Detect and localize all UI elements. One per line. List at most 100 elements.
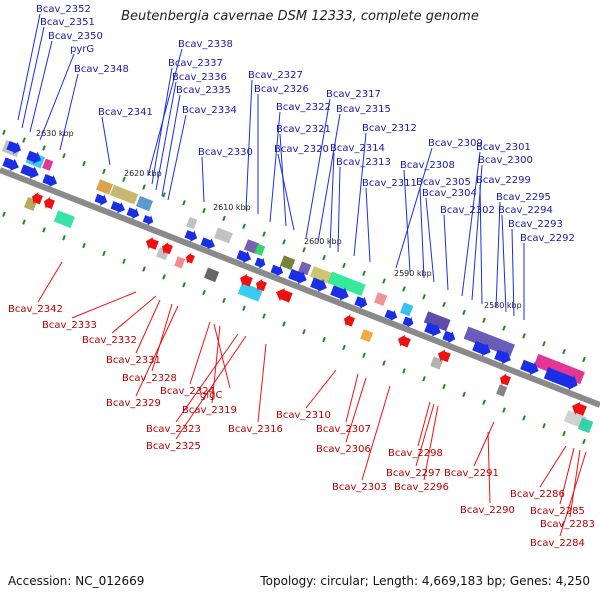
forward-gene-arrow[interactable] — [423, 320, 443, 339]
forward-gene-arrow[interactable] — [543, 365, 580, 392]
reverse-gene-arrow[interactable] — [42, 195, 56, 211]
forward-gene-arrow[interactable] — [20, 163, 42, 182]
forward-gene-label[interactable]: Bcav_2352 — [36, 4, 91, 15]
forward-gene-arrow[interactable] — [442, 329, 458, 345]
forward-gene-arrow[interactable] — [329, 284, 351, 304]
reverse-gene-label[interactable]: Bcav_2323 — [146, 424, 201, 435]
forward-gene-label[interactable]: Bcav_2295 — [496, 192, 551, 203]
reverse-gene-label[interactable]: Bcav_2332 — [82, 335, 137, 346]
reverse-gene-label[interactable]: Bcav_2329 — [106, 398, 161, 409]
reverse-gene-label[interactable]: Bcav_2284 — [530, 538, 585, 549]
reverse-gene-leader — [361, 385, 391, 481]
forward-gene-label[interactable]: Bcav_2304 — [422, 188, 477, 199]
forward-gene-label[interactable]: Bcav_2308 — [400, 160, 455, 171]
reverse-gene-label[interactable]: Bcav_2324 — [160, 386, 215, 397]
forward-gene-label[interactable]: Bcav_2350 — [48, 31, 103, 42]
reverse-gene-label[interactable]: Bcav_2307 — [316, 424, 371, 435]
forward-gene-label[interactable]: pyrG — [70, 44, 94, 55]
forward-gene-label[interactable]: Bcav_2334 — [182, 105, 237, 116]
forward-gene-label[interactable]: Bcav_2300 — [478, 155, 533, 166]
forward-gene-label[interactable]: Bcav_2292 — [520, 233, 575, 244]
reverse-gene-label[interactable]: Bcav_2333 — [42, 320, 97, 331]
reverse-gene-label[interactable]: Bcav_2303 — [332, 482, 387, 493]
forward-gene-arrow[interactable] — [2, 156, 22, 174]
forward-gene-arrow[interactable] — [270, 263, 286, 279]
forward-gene-arrow[interactable] — [26, 149, 44, 166]
forward-gene-arrow[interactable] — [6, 139, 24, 156]
reverse-gene-label[interactable]: Bcav_2328 — [122, 373, 177, 384]
reverse-gene-arrow[interactable] — [342, 313, 356, 329]
reverse-gene-arrow[interactable] — [238, 272, 254, 288]
reverse-gene-arrow[interactable] — [30, 190, 44, 206]
reverse-gene-arrow[interactable] — [569, 400, 587, 418]
reverse-gene-label[interactable]: Bcav_2285 — [530, 506, 585, 517]
forward-gene-label[interactable]: Bcav_2305 — [416, 177, 471, 188]
forward-gene-arrow[interactable] — [142, 213, 155, 227]
reverse-gene-label[interactable]: Bcav_2342 — [8, 304, 63, 315]
reverse-gene-label[interactable]: Bcav_2310 — [276, 410, 331, 421]
forward-gene-label[interactable]: Bcav_2335 — [176, 85, 231, 96]
forward-gene-arrow[interactable] — [94, 192, 110, 208]
forward-gene-label[interactable]: Bcav_2313 — [336, 157, 391, 168]
reverse-gene-arrow[interactable] — [498, 372, 512, 388]
forward-gene-label[interactable]: Bcav_2338 — [178, 39, 233, 50]
reverse-gene-label[interactable]: Bcav_2325 — [146, 441, 201, 452]
forward-gene-label[interactable]: Bcav_2302 — [440, 205, 495, 216]
forward-gene-label[interactable]: Bcav_2330 — [198, 147, 253, 158]
reverse-gene-label[interactable]: Bcav_2291 — [444, 468, 499, 479]
forward-gene-arrow[interactable] — [200, 236, 217, 252]
forward-gene-label[interactable]: Bcav_2337 — [168, 58, 223, 69]
forward-gene-arrow[interactable] — [402, 315, 416, 330]
forward-gene-arrow[interactable] — [126, 206, 142, 222]
reverse-gene-arrow[interactable] — [436, 347, 452, 363]
forward-gene-label[interactable]: Bcav_2301 — [476, 142, 531, 153]
forward-gene-label[interactable]: Bcav_2314 — [330, 143, 385, 154]
forward-gene-label[interactable]: Bcav_2299 — [476, 175, 531, 186]
forward-gene-arrow[interactable] — [493, 348, 513, 367]
forward-gene-label[interactable]: Bcav_2336 — [172, 72, 227, 83]
reverse-gene-label[interactable]: Bcav_2316 — [228, 424, 283, 435]
forward-gene-label[interactable]: Bcav_2320 — [274, 144, 329, 155]
forward-gene-label[interactable]: Bcav_2315 — [336, 104, 391, 115]
forward-gene-label[interactable]: Bcav_2321 — [276, 124, 331, 135]
forward-gene-label[interactable]: Bcav_2312 — [362, 123, 417, 134]
reverse-gene-label[interactable]: glgC — [200, 390, 222, 401]
reverse-gene-label[interactable]: Bcav_2286 — [510, 489, 565, 500]
forward-gene-label[interactable]: Bcav_2317 — [326, 89, 381, 100]
forward-gene-label[interactable]: Bcav_2311 — [362, 178, 417, 189]
reverse-gene-label[interactable]: Bcav_2297 — [386, 468, 441, 479]
forward-gene-arrow[interactable] — [384, 308, 400, 324]
forward-gene-arrow[interactable] — [254, 256, 268, 271]
forward-gene-arrow[interactable] — [471, 339, 493, 359]
reverse-gene-arrow[interactable] — [160, 240, 174, 256]
forward-gene-label[interactable]: Bcav_2322 — [276, 102, 331, 113]
reverse-gene-arrow[interactable] — [396, 333, 412, 349]
reverse-gene-arrow[interactable] — [254, 277, 268, 293]
forward-gene-arrow[interactable] — [354, 294, 370, 310]
reverse-gene-arrow[interactable] — [184, 251, 196, 265]
forward-gene-label[interactable]: Bcav_2327 — [248, 70, 303, 81]
forward-gene-arrow[interactable] — [309, 276, 329, 295]
forward-gene-label[interactable]: Bcav_2348 — [74, 64, 129, 75]
reverse-gene-label[interactable]: Bcav_2290 — [460, 505, 515, 516]
reverse-gene-label[interactable]: Bcav_2298 — [388, 448, 443, 459]
forward-gene-label[interactable]: Bcav_2294 — [498, 205, 553, 216]
reverse-gene-label[interactable]: Bcav_2296 — [394, 482, 449, 493]
forward-gene-arrow[interactable] — [42, 172, 60, 189]
reverse-gene-arrow[interactable] — [144, 235, 160, 251]
forward-gene-label[interactable]: Bcav_2309 — [428, 138, 483, 149]
forward-gene-arrow[interactable] — [287, 267, 309, 287]
forward-gene-label[interactable]: Bcav_2341 — [98, 107, 153, 118]
forward-gene-arrow[interactable] — [184, 228, 200, 244]
reverse-gene-arrow[interactable] — [273, 286, 293, 305]
forward-gene-arrow[interactable] — [236, 248, 254, 265]
forward-gene-label[interactable]: Bcav_2293 — [508, 219, 563, 230]
forward-gene-arrow[interactable] — [519, 358, 541, 378]
reverse-gene-label[interactable]: Bcav_2306 — [316, 444, 371, 455]
reverse-gene-label[interactable]: Bcav_2319 — [182, 405, 237, 416]
forward-gene-arrow[interactable] — [110, 199, 127, 215]
reverse-gene-label[interactable]: Bcav_2283 — [540, 519, 595, 530]
forward-gene-label[interactable]: Bcav_2326 — [254, 84, 309, 95]
forward-gene-label[interactable]: Bcav_2351 — [40, 17, 95, 28]
reverse-gene-label[interactable]: Bcav_2331 — [106, 355, 161, 366]
